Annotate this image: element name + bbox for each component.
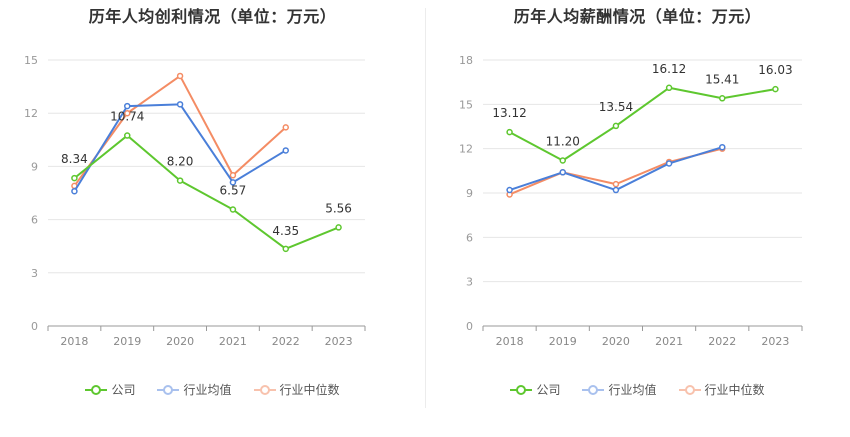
data-label: 11.20 — [546, 134, 580, 148]
chart-legend: 公司 行业均值 行业中位数 — [425, 381, 850, 398]
data-point — [176, 101, 184, 108]
data-point — [665, 84, 673, 92]
x-tick-label: 2022 — [272, 335, 300, 348]
legend-label: 行业中位数 — [704, 383, 765, 397]
x-tick-label: 2020 — [166, 335, 194, 348]
data-point — [124, 109, 131, 117]
data-label: 16.03 — [758, 63, 792, 77]
y-tick-label: 0 — [466, 320, 473, 333]
data-label: 5.56 — [325, 201, 352, 215]
chart-plot-area: 0 3 6 9 12 15 2018 2019 2020 2021 2022 2023 8.34 10.7… — [24, 54, 366, 348]
data-label: 13.54 — [599, 100, 633, 114]
y-tick-label: 15 — [459, 98, 473, 111]
legend-company-swatch-icon — [85, 384, 108, 395]
data-point — [124, 102, 131, 110]
data-point — [229, 179, 237, 186]
data-label: 6.57 — [220, 183, 247, 197]
series-line-0 — [509, 86, 776, 162]
chart-legend: 公司 行业均值 行业中位数 — [0, 381, 425, 398]
x-tick-label: 2018 — [496, 335, 524, 348]
x-tick-label: 2018 — [60, 335, 88, 348]
data-point — [559, 169, 566, 176]
legend-label: 行业均值 — [183, 383, 232, 397]
legend-average-swatch-icon — [582, 384, 605, 395]
legend-item-company[interactable]: 公司 — [510, 381, 560, 398]
chart-plot-area: 0 3 6 9 12 15 18 2018 2019 2020 2021 2022 2023 13.12 1… — [459, 54, 803, 348]
y-tick-label: 6 — [466, 231, 473, 244]
data-point — [612, 122, 620, 130]
x-tick-label: 2023 — [761, 335, 789, 348]
y-tick-label: 6 — [31, 214, 38, 227]
legend-item-company[interactable]: 公司 — [85, 381, 135, 398]
data-label: 8.20 — [167, 155, 194, 169]
x-tick-label: 2022 — [708, 335, 736, 348]
y-tick-label: 3 — [466, 276, 473, 289]
data-point — [612, 180, 620, 188]
data-point — [719, 143, 726, 151]
data-label: 16.12 — [652, 62, 686, 76]
y-tick-label: 9 — [466, 187, 473, 200]
legend-label: 公司 — [536, 383, 561, 397]
y-tick-label: 12 — [24, 107, 38, 120]
data-label: 8.34 — [61, 152, 88, 166]
chart-panel-salary: 历年人均薪酬情况（单位：万元） 0 3 6 9 12 15 18 2018 2019 2020 20… — [425, 0, 850, 437]
legend-item-industry-average[interactable]: 行业均值 — [157, 381, 232, 398]
data-point — [229, 172, 237, 179]
legend-item-industry-median[interactable]: 行业中位数 — [253, 381, 340, 398]
y-tick-label: 12 — [459, 143, 473, 156]
x-tick-label: 2021 — [219, 335, 247, 348]
data-point — [559, 157, 566, 164]
chart-panel-profit: 历年人均创利情况（单位：万元） 0 3 6 9 12 15 2018 2019 2020 2021… — [0, 7, 425, 398]
data-point — [612, 186, 620, 194]
x-tick-label: 2023 — [325, 335, 353, 348]
data-point — [282, 245, 289, 253]
y-tick-label: 15 — [24, 54, 38, 67]
x-tick-label: 2021 — [655, 335, 683, 348]
data-label: 10.74 — [110, 110, 144, 124]
legend-item-industry-average[interactable]: 行业均值 — [582, 381, 657, 398]
series-line-0 — [73, 134, 339, 250]
legend-label: 行业均值 — [608, 383, 657, 397]
data-point — [506, 186, 513, 194]
data-point — [772, 85, 779, 93]
x-tick-label: 2020 — [602, 335, 630, 348]
chart-title: 历年人均创利情况（单位：万元） — [88, 7, 337, 26]
data-point — [282, 147, 289, 154]
data-label: 13.12 — [492, 106, 526, 120]
data-point — [335, 224, 342, 231]
x-tick-label: 2019 — [549, 335, 577, 348]
panel-divider — [425, 8, 426, 408]
data-point — [176, 72, 184, 80]
y-tick-label: 0 — [31, 320, 38, 333]
legend-label: 行业中位数 — [279, 383, 340, 397]
y-tick-label: 18 — [459, 54, 473, 67]
chart-title: 历年人均薪酬情况（单位：万元） — [513, 7, 762, 26]
x-tick-label: 2019 — [113, 335, 141, 348]
y-tick-label: 9 — [31, 160, 38, 173]
y-tick-label: 3 — [31, 267, 38, 280]
data-label: 15.41 — [705, 72, 739, 86]
data-point — [71, 187, 78, 195]
data-point — [124, 132, 131, 139]
legend-median-swatch-icon — [253, 384, 276, 395]
data-point — [665, 160, 673, 167]
data-point — [71, 174, 78, 182]
legend-label: 公司 — [111, 383, 136, 397]
data-point — [719, 95, 726, 102]
legend-median-swatch-icon — [678, 384, 701, 395]
data-label: 4.35 — [272, 224, 299, 238]
data-point — [506, 128, 513, 136]
legend-item-industry-median[interactable]: 行业中位数 — [678, 381, 765, 398]
legend-average-swatch-icon — [157, 384, 180, 395]
data-point — [229, 206, 237, 213]
data-point — [282, 124, 289, 131]
data-point — [176, 177, 184, 184]
legend-company-swatch-icon — [510, 384, 533, 395]
